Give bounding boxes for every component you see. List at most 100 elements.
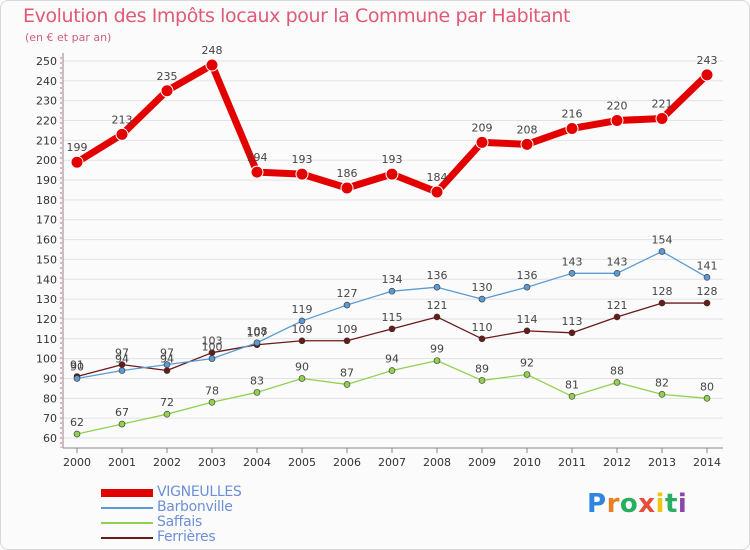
x-tick-label: 2014 xyxy=(693,456,721,469)
data-label: 80 xyxy=(700,380,714,393)
legend-swatch xyxy=(101,506,153,509)
legend-item: Barbonville xyxy=(101,500,241,515)
data-label: 209 xyxy=(472,121,493,134)
data-point xyxy=(118,420,126,428)
data-label: 82 xyxy=(655,376,669,389)
data-point xyxy=(703,273,711,281)
data-label: 91 xyxy=(70,358,84,371)
y-tick-label: 250 xyxy=(36,55,57,68)
data-label: 121 xyxy=(427,299,448,312)
x-tick-label: 2000 xyxy=(63,456,91,469)
data-label: 97 xyxy=(115,347,129,360)
x-tick-label: 2005 xyxy=(288,456,316,469)
data-label: 141 xyxy=(697,259,718,272)
data-point xyxy=(658,248,666,255)
data-point xyxy=(295,167,309,181)
x-tick-label: 2008 xyxy=(423,456,451,469)
x-tick-label: 2002 xyxy=(153,456,181,469)
legend-swatch xyxy=(101,488,153,497)
logo-letter: i xyxy=(655,489,665,519)
y-tick-label: 90 xyxy=(43,372,57,385)
y-tick-label: 180 xyxy=(36,194,57,207)
data-label: 100 xyxy=(202,341,223,354)
y-tick-label: 130 xyxy=(36,293,57,306)
data-point xyxy=(250,165,264,179)
data-point xyxy=(700,68,714,82)
data-label: 89 xyxy=(475,362,489,375)
data-point xyxy=(478,377,486,384)
data-point xyxy=(568,270,576,277)
legend-item: Saffais xyxy=(101,515,241,530)
data-label: 119 xyxy=(292,303,313,316)
x-tick-label: 2013 xyxy=(648,456,676,469)
data-label: 216 xyxy=(562,107,583,120)
x-tick-label: 2007 xyxy=(378,456,406,469)
y-tick-label: 230 xyxy=(36,95,57,108)
legend-label: Saffais xyxy=(157,514,202,530)
x-tick-label: 2011 xyxy=(558,456,586,469)
legend-label: Barbonville xyxy=(157,499,233,515)
data-label: 194 xyxy=(247,151,268,164)
data-label: 114 xyxy=(517,313,538,326)
data-label: 109 xyxy=(292,323,313,336)
data-point xyxy=(478,295,486,303)
data-label: 108 xyxy=(247,325,268,338)
y-tick-label: 190 xyxy=(36,174,57,187)
data-label: 72 xyxy=(160,396,174,409)
data-label: 92 xyxy=(520,357,534,370)
y-tick-label: 160 xyxy=(36,234,57,247)
data-label: 199 xyxy=(67,141,88,154)
data-label: 221 xyxy=(652,98,673,111)
data-point xyxy=(385,167,399,181)
data-point xyxy=(343,381,351,388)
data-label: 235 xyxy=(157,70,178,83)
y-tick-label: 200 xyxy=(36,154,57,167)
legend-label: VIGNEULLES xyxy=(157,484,242,500)
data-point xyxy=(208,355,216,362)
data-label: 220 xyxy=(607,100,628,113)
data-label: 109 xyxy=(337,323,358,336)
y-tick-label: 110 xyxy=(36,333,57,346)
data-point xyxy=(520,137,534,151)
data-label: 103 xyxy=(202,335,223,348)
data-point xyxy=(703,299,711,307)
data-label: 94 xyxy=(115,353,129,366)
data-point xyxy=(118,367,126,374)
logo-letter: t xyxy=(664,489,678,519)
data-label: 154 xyxy=(652,233,673,246)
data-point xyxy=(430,185,444,199)
y-tick-label: 100 xyxy=(36,353,57,366)
data-point xyxy=(73,430,81,438)
data-point xyxy=(658,299,666,307)
data-point xyxy=(523,371,531,378)
data-label: 127 xyxy=(337,287,358,300)
data-label: 128 xyxy=(652,285,673,298)
data-point xyxy=(115,127,129,141)
data-label: 136 xyxy=(517,269,538,282)
data-label: 143 xyxy=(607,255,628,268)
data-point xyxy=(388,287,396,295)
x-tick-label: 2012 xyxy=(603,456,631,469)
data-label: 208 xyxy=(517,123,538,136)
data-point xyxy=(613,270,621,277)
data-label: 113 xyxy=(562,315,583,328)
data-point xyxy=(160,84,174,98)
data-point xyxy=(163,361,171,368)
data-label: 213 xyxy=(112,113,133,126)
data-label: 67 xyxy=(115,406,129,419)
data-point xyxy=(205,58,219,72)
x-tick-label: 2009 xyxy=(468,456,496,469)
data-point xyxy=(298,375,306,382)
data-label: 90 xyxy=(70,360,84,373)
legend-label: Ferrières xyxy=(157,529,216,545)
data-label: 81 xyxy=(565,378,579,391)
data-label: 107 xyxy=(247,327,268,340)
data-label: 248 xyxy=(202,44,223,57)
logo-letter: P xyxy=(587,489,607,519)
y-tick-label: 60 xyxy=(43,432,57,445)
data-point xyxy=(658,391,666,398)
data-label: 94 xyxy=(385,353,399,366)
data-point xyxy=(253,389,261,396)
y-tick-label: 70 xyxy=(43,412,57,425)
